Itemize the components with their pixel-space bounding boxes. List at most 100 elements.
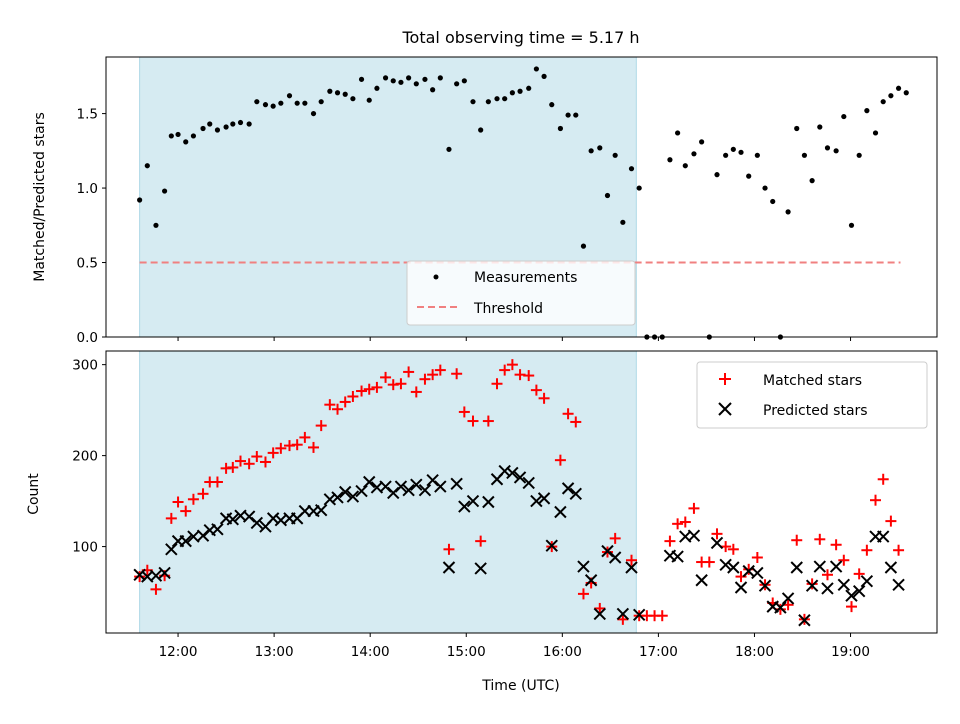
- matched-star-point: [419, 373, 431, 385]
- measurement-point: [730, 146, 736, 152]
- top-y-tick-label: 1.0: [77, 181, 98, 197]
- matched-star-point: [475, 535, 487, 547]
- measurement-point: [230, 121, 236, 127]
- measurement-point: [872, 130, 879, 136]
- predicted-star-point: [625, 561, 638, 574]
- measurement-point: [841, 113, 847, 120]
- predicted-star-point: [710, 536, 724, 550]
- matched-star-point: [451, 368, 463, 380]
- legend-threshold-label: Threshold: [473, 301, 543, 317]
- measurement-point: [895, 85, 902, 91]
- matched-star-point: [672, 518, 684, 530]
- matched-star-point: [395, 378, 407, 390]
- matched-star-point: [727, 543, 739, 555]
- measurement-point: [565, 112, 571, 118]
- matched-star-point: [861, 544, 873, 556]
- bottom-x-tick-label: 12:00: [159, 644, 198, 660]
- measurement-point: [494, 96, 500, 102]
- matched-star-point: [845, 601, 857, 613]
- predicted-star-point: [593, 607, 607, 621]
- measurement-point: [398, 79, 404, 85]
- matched-star-point: [703, 556, 715, 568]
- predicted-star-point: [805, 579, 819, 592]
- measurement-point: [746, 173, 752, 179]
- matched-star-point: [562, 408, 574, 420]
- bottom-x-tick-label: 13:00: [255, 644, 294, 660]
- measurement-point: [366, 97, 372, 103]
- matched-star-point: [885, 515, 897, 527]
- measurement-point: [502, 96, 508, 102]
- matched-star-point: [434, 364, 446, 376]
- matched-star-point: [853, 568, 865, 580]
- measurement-point: [374, 85, 380, 91]
- matched-star-point: [315, 420, 327, 432]
- measurement-point: [278, 100, 284, 106]
- matched-star-point: [893, 544, 905, 556]
- measurement-point: [612, 152, 618, 158]
- predicted-star-point: [876, 530, 890, 543]
- measurement-point: [888, 93, 894, 99]
- matched-star-point: [443, 543, 455, 555]
- measurement-point: [422, 76, 428, 82]
- measurement-point: [880, 99, 886, 105]
- measurement-point: [691, 151, 697, 157]
- measurement-point: [454, 81, 460, 87]
- bottom-axes-frame: [105, 350, 938, 634]
- predicted-star-point: [577, 560, 590, 573]
- measurement-point: [549, 102, 555, 108]
- matched-star-point: [180, 505, 192, 517]
- predicted-star-point: [211, 523, 224, 536]
- measurement-point: [824, 145, 831, 151]
- matched-star-point: [554, 454, 566, 466]
- top-legend: Measurements Threshold: [406, 260, 636, 326]
- predicted-star-point: [884, 561, 898, 574]
- top-x-ticks: [177, 337, 852, 341]
- bottom-x-tick-label: 19:00: [831, 644, 870, 660]
- matched-star-point: [821, 569, 833, 581]
- matched-star-point: [324, 399, 336, 411]
- matched-star-point: [711, 528, 723, 540]
- predicted-star-point: [450, 477, 463, 491]
- measurement-point: [588, 148, 594, 154]
- predicted-star-point: [474, 562, 487, 575]
- predicted-star-point: [226, 513, 240, 526]
- x-axis-label: Time (UTC): [481, 678, 559, 694]
- predicted-star-point: [442, 561, 456, 574]
- measurement-point: [254, 99, 260, 105]
- measurement-point: [406, 75, 412, 81]
- measurement-point: [223, 124, 229, 130]
- predicted-star-point: [363, 475, 376, 489]
- measurement-point: [470, 99, 476, 105]
- bottom-x-ticks: 12:00 13:00 14:00 15:00 16:00 17:00 18:00 19:00: [159, 633, 870, 660]
- measurement-point: [358, 76, 365, 82]
- bottom-x-tick-label: 18:00: [735, 644, 774, 660]
- predicted-star-point: [687, 529, 701, 542]
- measurement-point: [334, 90, 341, 96]
- matched-star-point: [332, 403, 344, 415]
- predicted-star-point: [545, 539, 558, 552]
- bottom-y-tick-label: 100: [72, 540, 98, 556]
- predicted-star-point: [394, 480, 408, 493]
- predicted-star-point: [434, 480, 447, 493]
- predicted-star-point: [133, 568, 146, 581]
- matched-star-point: [363, 383, 375, 395]
- measurement-point: [541, 73, 547, 79]
- matched-star-point: [594, 602, 606, 614]
- matched-star-point: [339, 396, 351, 408]
- measurement-point: [342, 91, 348, 97]
- matched-star-point: [523, 370, 535, 382]
- predicted-star-point: [410, 478, 423, 491]
- top-points: [137, 66, 909, 340]
- matched-star-point: [735, 571, 747, 583]
- matched-star-point: [458, 406, 470, 418]
- matched-star-point: [243, 458, 255, 470]
- predicted-star-point: [418, 483, 432, 497]
- matched-star-point: [814, 533, 826, 545]
- predicted-star-point: [513, 471, 527, 484]
- measurement-point: [302, 100, 308, 106]
- measurement-point: [667, 157, 673, 163]
- predicted-star-point: [821, 582, 834, 595]
- measurement-point: [382, 75, 389, 81]
- matched-star-point: [299, 431, 311, 443]
